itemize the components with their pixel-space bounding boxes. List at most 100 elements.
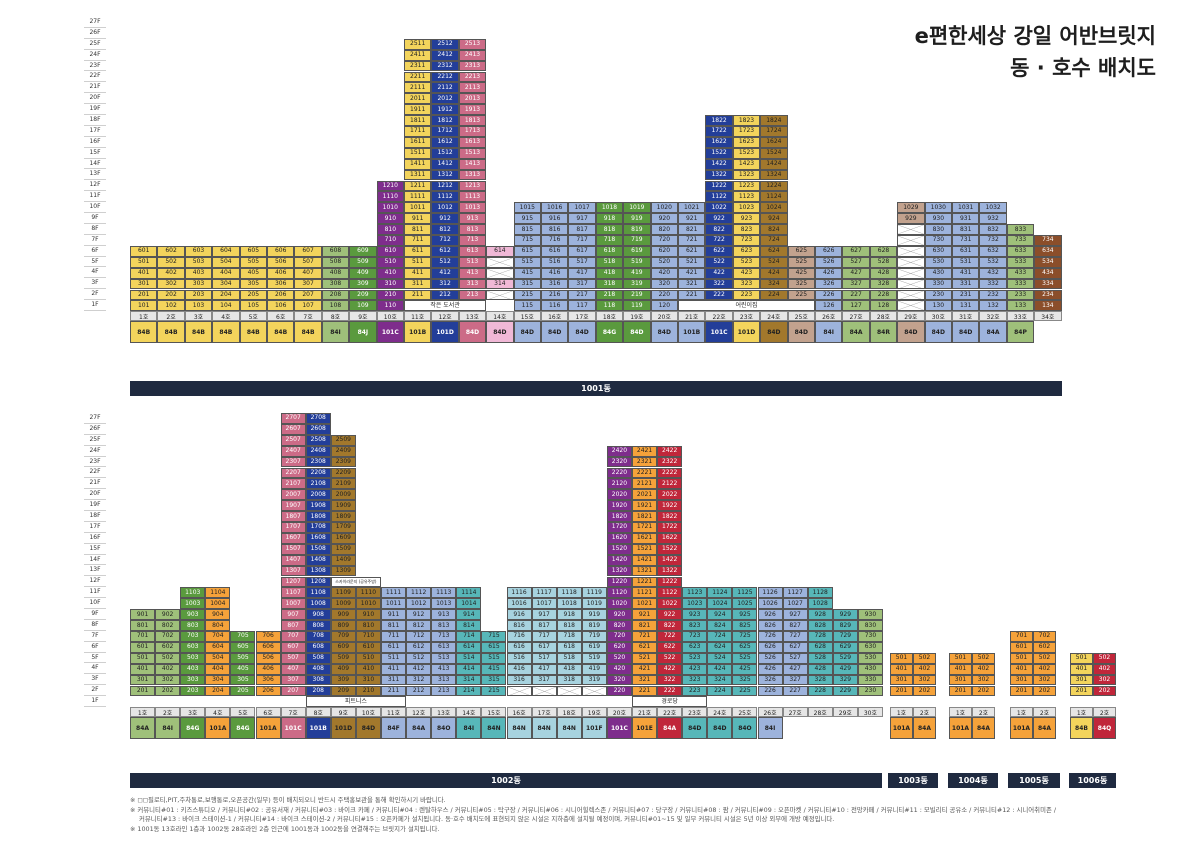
unit-1001-420: 420 — [650, 267, 678, 279]
unit-1001-917: 917 — [568, 213, 596, 225]
ho-label: 26호 — [757, 707, 783, 718]
unit-1002-707: 707 — [280, 631, 306, 642]
unit-1002-419: 419 — [581, 663, 607, 675]
unit-1001-128: 128 — [869, 300, 898, 312]
unit-1001-115: 115 — [513, 300, 541, 312]
unit-1002-2708: 2708 — [305, 413, 331, 424]
unit-1002-327: 327 — [782, 674, 808, 686]
b1005-unit-201: 201 — [1010, 685, 1033, 697]
unit-1001-426: 426 — [815, 267, 843, 279]
unit-1002-703: 703 — [180, 631, 206, 642]
unit-1001-1522: 1522 — [705, 147, 733, 159]
unit-1001-414 — [486, 267, 514, 279]
unit-1001-317: 317 — [568, 278, 596, 290]
ho-label: 30호 — [857, 707, 883, 718]
unit-1002-223: 223 — [682, 685, 708, 697]
ho-label: 1호 — [130, 311, 158, 322]
unit-1002-1108: 1108 — [305, 587, 331, 599]
floor-label: 18F — [84, 511, 106, 522]
unit-1001-309: 309 — [349, 278, 377, 290]
unit-1002-509: 509 — [330, 652, 356, 664]
unit-1001-611: 611 — [404, 245, 432, 257]
unit-1001-217: 217 — [568, 289, 596, 301]
unit-1001-2311: 2311 — [404, 60, 432, 72]
unit-1002-825: 825 — [732, 620, 758, 631]
unit-1001-508: 508 — [321, 256, 350, 268]
unit-1002-201: 201 — [130, 685, 156, 697]
unit-1001-322: 322 — [705, 278, 733, 290]
unit-1001-215: 215 — [513, 289, 541, 301]
unit-1002-1621: 1621 — [632, 532, 658, 544]
unit-1002-829: 829 — [832, 620, 858, 631]
unit-1001-604: 604 — [212, 245, 240, 257]
unit-1002-2421: 2421 — [632, 445, 658, 457]
unit-1002-520: 520 — [606, 652, 632, 664]
floor-label: 11F — [84, 587, 106, 599]
unit-1001-519: 519 — [623, 256, 651, 268]
unit-1001-1212: 1212 — [431, 180, 459, 192]
unit-1002-2209: 2209 — [330, 467, 356, 479]
floor-label: 8F — [84, 620, 106, 631]
unit-1001-503: 503 — [184, 256, 213, 268]
unit-type: 84D — [355, 717, 381, 740]
unit-type: 101F — [581, 717, 607, 740]
unit-type: 84B — [294, 321, 322, 344]
unit-type: 84R — [869, 321, 898, 344]
unit-1001-524: 524 — [760, 256, 788, 268]
ho-label: 16호 — [541, 311, 569, 322]
unit-1001-518: 518 — [595, 256, 624, 268]
unit-1002-728: 728 — [807, 631, 833, 642]
unit-1002-2107: 2107 — [280, 478, 306, 490]
floor-label: 15F — [84, 148, 106, 159]
b1003-unit-501: 501 — [890, 652, 913, 664]
unit-1001-730: 730 — [924, 235, 952, 246]
unit-1002-2007: 2007 — [280, 489, 306, 501]
unit-1002-1018: 1018 — [556, 598, 582, 610]
unit-1001-1030: 1030 — [924, 202, 952, 214]
unit-1002-1119: 1119 — [581, 587, 607, 599]
unit-1001-2213: 2213 — [458, 71, 487, 83]
unit-1002-2408: 2408 — [305, 445, 331, 457]
unit-1002-722: 722 — [657, 631, 683, 642]
facility-skylounge: 스카이라운지 (공유주방) — [330, 576, 381, 588]
unit-1001-504: 504 — [212, 256, 240, 268]
note-2: ※ 커뮤니티#01 : 키즈스튜디오 / 커뮤니티#02 : 공유서재 / 커뮤… — [130, 805, 1057, 814]
unit-1001-1324: 1324 — [760, 169, 788, 181]
unit-1002-528: 528 — [807, 652, 833, 664]
unit-1002-329: 329 — [832, 674, 858, 686]
unit-1001-729 — [897, 235, 925, 246]
ho-label: 27호 — [782, 707, 808, 718]
b1005-unit-202: 202 — [1033, 685, 1056, 697]
unit-1002-1620: 1620 — [606, 532, 632, 544]
unit-1001-107: 107 — [294, 300, 322, 312]
unit-1001-723: 723 — [732, 235, 761, 246]
unit-1001-311: 311 — [404, 278, 432, 290]
unit-1002-310: 310 — [355, 674, 381, 686]
unit-1002-809: 809 — [330, 620, 356, 631]
unit-1002-307: 307 — [280, 674, 306, 686]
ho-label: 30호 — [924, 311, 952, 322]
unit-1001-619: 619 — [623, 245, 651, 257]
unit-1002-924: 924 — [707, 609, 733, 621]
unit-1001-434: 434 — [1034, 267, 1062, 279]
unit-1002-913: 913 — [431, 609, 457, 621]
unit-1001-525: 525 — [787, 256, 815, 268]
unit-1002-328: 328 — [807, 674, 833, 686]
unit-1002-1708: 1708 — [305, 522, 331, 533]
unit-1001-105: 105 — [239, 300, 267, 312]
unit-1001-1911: 1911 — [404, 104, 432, 116]
unit-1001-224: 224 — [760, 289, 788, 301]
unit-type: 101C — [705, 321, 733, 344]
b1003-unit-201: 201 — [890, 685, 913, 697]
unit-1002-928: 928 — [807, 609, 833, 621]
unit-1002-1019: 1019 — [581, 598, 607, 610]
unit-1001-433: 433 — [1006, 267, 1035, 279]
unit-1001-127: 127 — [842, 300, 870, 312]
unit-1001-308: 308 — [321, 278, 350, 290]
ho-label: 15호 — [481, 707, 507, 718]
unit-1002-230: 230 — [857, 685, 883, 697]
unit-type: 84D — [541, 321, 569, 344]
unit-1002-830: 830 — [857, 620, 883, 631]
floor-label: 19F — [84, 500, 106, 512]
unit-1001-510: 510 — [376, 256, 404, 268]
